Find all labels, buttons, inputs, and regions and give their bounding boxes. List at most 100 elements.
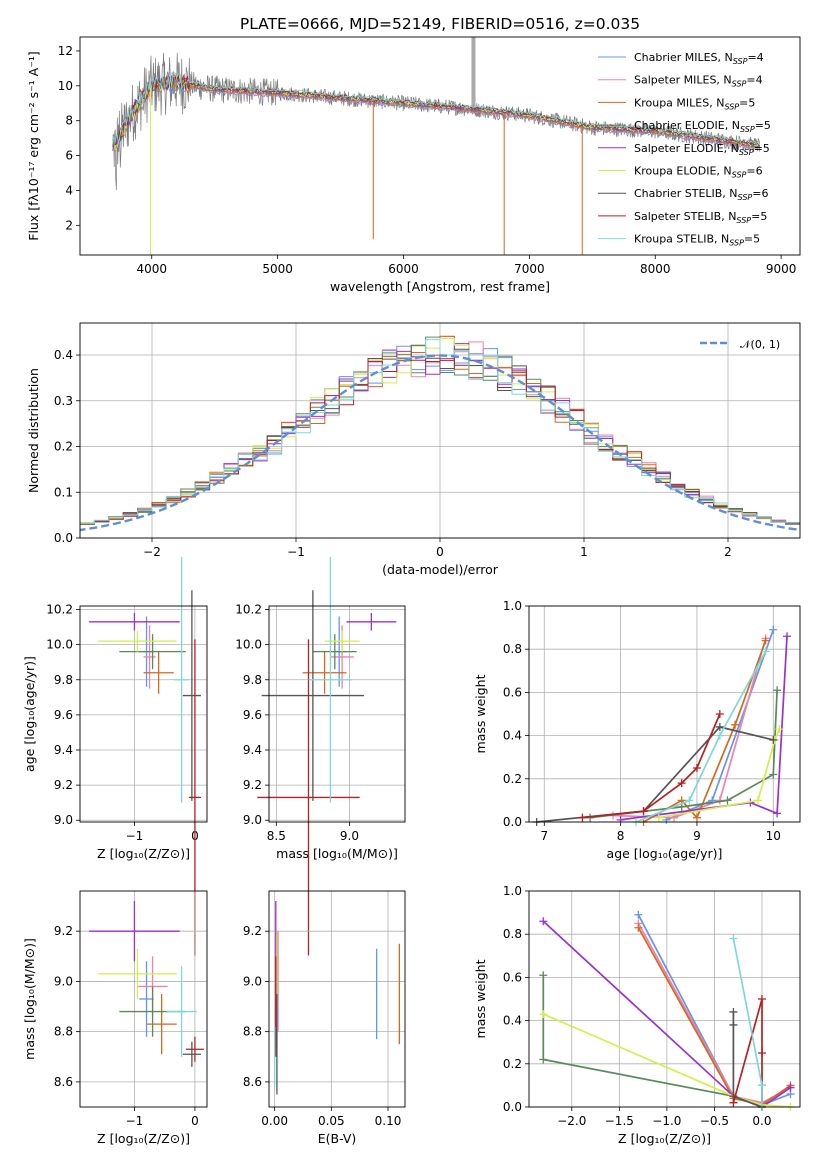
data-point-marker [539,1055,548,1064]
x-axis-label: mass [log₁₀(M/M⊙)] [276,846,398,861]
data-point-marker [783,632,792,641]
z-age-panel: −109.09.29.49.69.810.010.2Z [log₁₀(Z/Z⊙)… [22,556,208,956]
y-tick-label: 6 [65,149,73,163]
data-point-marker [715,722,724,731]
y-tick-label: 0.3 [54,394,73,408]
histogram-step-line [80,339,800,526]
y-tick-label: 12 [58,44,73,58]
data-point-marker [723,796,732,805]
y-axis-label: mass weight [473,674,488,753]
x-tick-label: 5000 [262,262,293,276]
mass-weight-line [590,690,778,819]
mass-weight-line [542,1013,791,1108]
legend-entry: Chabrier ELODIE, NSSP=5 [634,119,771,134]
data-point-marker [786,1083,795,1092]
x-tick-label: 9 [693,829,701,843]
y-tick-label: 9.0 [54,974,73,988]
mass-weight-line [732,998,763,1107]
legend-entry: Salpeter ELODIE, NSSP=5 [634,142,770,157]
legend-entry: Kroupa ELODIE, NSSP=6 [634,165,763,180]
data-point-marker [773,686,782,695]
y-tick-label: 1.0 [503,884,522,898]
y-tick-label: 10 [58,79,73,93]
y-tick-label: 9.2 [54,778,73,792]
spectrum-panel: 4000 5000 6000 7000 8000 9000 2 4 6 8 10 12 waveleng… [26,36,801,294]
y-tick-label: 0.1 [54,485,73,499]
gaussian-curve [80,354,800,532]
x-tick-label: 0 [191,1114,199,1128]
x-tick-label: −1 [126,829,144,843]
y-tick-label: 8.8 [243,1025,262,1039]
x-tick-label: 7000 [514,262,545,276]
data-point-marker [539,1010,548,1019]
mass-weight-line [612,638,767,819]
y-tick-label: 10.0 [235,638,262,652]
mass-weight-line [658,728,781,819]
y-tick-label: 0.0 [503,1100,522,1114]
data-point-marker [578,813,587,822]
mass-weight-line [635,650,767,823]
axes-frame [268,890,406,1108]
mass-age-panel: 8.5 9.0 9.0 9.2 9.4 9.6 9.8 10.0 10.2 mass [log₁₀… [235,556,406,956]
y-tick-label: 9.2 [243,924,262,938]
axes-frame [268,605,406,823]
x-tick-label: 9000 [766,262,797,276]
y-tick-label: 9.2 [54,924,73,938]
y-tick-label: 9.4 [243,743,262,757]
data-point-marker [654,813,663,822]
axes-frame [79,36,801,256]
data-point-marker [685,796,694,805]
data-point-marker [715,710,724,718]
y-tick-label: 0.6 [503,685,522,699]
x-tick-label: 8.5 [267,829,286,843]
x-axis-label: Z [log₁₀(Z/Z⊙)] [618,1131,711,1146]
data-point-marker [729,1098,738,1107]
data-point-marker [616,815,625,824]
mass-weight-line [732,938,763,1107]
x-axis-label: Z [log₁₀(Z/Z⊙)] [97,1131,190,1146]
y-tick-label: 9.0 [54,813,73,827]
y-tick-label: 8.6 [54,1075,73,1089]
spectra [112,37,761,255]
y-tick-label: 0.0 [503,815,522,829]
x-tick-label: 0 [436,545,444,559]
y-axis-label: Normed distribution [26,368,41,493]
y-tick-label: 8.8 [54,1025,73,1039]
legend-entry: Kroupa MILES, NSSP=5 [634,96,755,111]
x-tick-label: 0.0 [752,1114,771,1128]
chart-title: PLATE=0666, MJD=52149, FIBERID=0516, z=0… [240,15,640,33]
data-point-marker [761,636,770,645]
data-point-marker [773,809,782,818]
x-tick-label: −2.0 [557,1114,586,1128]
legend-entry: Chabrier MILES, NSSP=4 [634,51,764,66]
y-axis-label: mass [log₁₀(M/M⊙)] [22,938,37,1060]
x-axis-label: Z [log₁₀(Z/Z⊙)] [97,846,190,861]
data-point-marker [539,917,548,926]
x-tick-label: −1 [126,1114,144,1128]
axes-frame [528,890,801,1108]
y-tick-label: 9.0 [243,974,262,988]
y-tick-label: 10.0 [46,638,73,652]
y-tick-label: 9.8 [54,673,73,687]
x-tick-label: 0.05 [318,1114,345,1128]
x-tick-label: 1 [580,545,588,559]
x-tick-label: −1.0 [652,1114,681,1128]
data-point-marker [769,625,778,634]
y-tick-label: 0.2 [54,440,73,454]
axes-frame [79,890,208,1108]
data-point-marker [761,647,770,656]
y-tick-label: 1.0 [503,599,522,613]
y-tick-label: 9.0 [243,813,262,827]
mass-weight-line [620,636,788,821]
data-point-marker [775,725,784,734]
z-mass-panel: −1 0 8.6 8.8 9.0 9.2 Z [log₁₀(Z/Z⊙)] mass [log₁… [22,890,208,1146]
data-point-marker [769,770,778,779]
y-tick-label: 0.6 [503,970,522,984]
axes-frame [79,322,801,539]
data-point-marker [754,796,763,805]
y-tick-label: 0.2 [503,772,522,786]
x-tick-label: −1.5 [605,1114,634,1128]
y-tick-label: 10.2 [46,603,73,617]
y-tick-label: 9.6 [243,708,262,722]
